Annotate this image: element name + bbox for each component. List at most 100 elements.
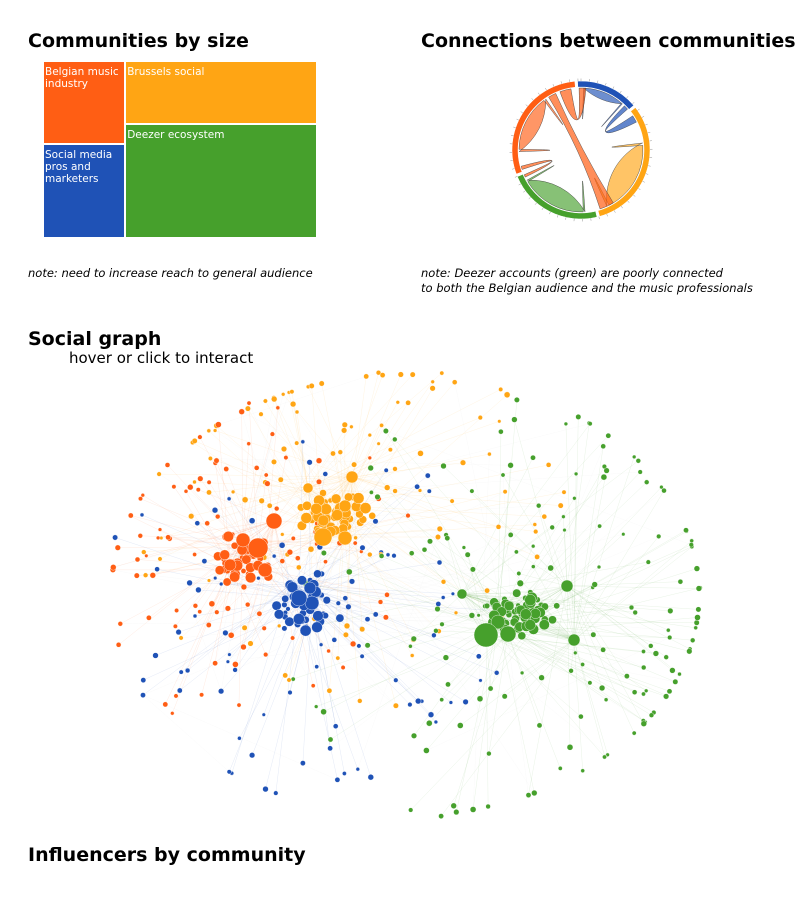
graph-node[interactable] [392, 702, 399, 709]
graph-node[interactable] [421, 546, 428, 553]
graph-node[interactable] [281, 625, 288, 632]
graph-node[interactable] [327, 736, 334, 743]
graph-node[interactable] [194, 520, 201, 526]
graph-node[interactable] [316, 478, 322, 485]
graph-node[interactable] [222, 577, 232, 587]
graph-node[interactable] [384, 592, 390, 598]
graph-node[interactable] [600, 443, 606, 450]
graph-node[interactable] [408, 807, 414, 813]
graph-node[interactable] [157, 556, 163, 562]
graph-node[interactable] [311, 621, 323, 633]
graph-node[interactable] [285, 606, 291, 612]
graph-node[interactable] [382, 428, 389, 434]
graph-node[interactable] [232, 667, 238, 673]
graph-node[interactable] [598, 684, 606, 692]
graph-node[interactable] [295, 555, 301, 561]
graph-node[interactable] [342, 595, 348, 601]
graph-node[interactable] [409, 371, 416, 378]
graph-node[interactable] [429, 385, 436, 392]
graph-node[interactable] [438, 813, 444, 819]
graph-node[interactable] [644, 688, 649, 693]
graph-node[interactable] [172, 623, 178, 629]
graph-node[interactable] [223, 558, 237, 572]
graph-node[interactable] [549, 524, 555, 531]
graph-node[interactable] [442, 654, 450, 661]
graph-node[interactable] [287, 690, 293, 696]
graph-node[interactable] [310, 683, 316, 689]
graph-node[interactable] [632, 609, 638, 616]
graph-node[interactable] [693, 565, 701, 572]
graph-node[interactable] [290, 635, 295, 641]
graph-node[interactable] [299, 624, 312, 637]
graph-node[interactable] [536, 503, 542, 509]
graph-node[interactable] [693, 625, 698, 630]
graph-node[interactable] [520, 608, 532, 620]
graph-node[interactable] [502, 489, 508, 495]
graph-node[interactable] [476, 613, 481, 618]
graph-node[interactable] [211, 507, 219, 514]
graph-node[interactable] [431, 632, 437, 638]
graph-node[interactable] [411, 732, 418, 739]
graph-node[interactable] [534, 554, 540, 560]
graph-node[interactable] [514, 549, 519, 555]
graph-node[interactable] [213, 428, 218, 433]
graph-node[interactable] [666, 688, 673, 695]
graph-node[interactable] [631, 730, 637, 736]
graph-node[interactable] [469, 806, 477, 813]
graph-node[interactable] [269, 431, 275, 437]
graph-node[interactable] [573, 471, 579, 476]
graph-node[interactable] [494, 670, 500, 676]
graph-node[interactable] [352, 540, 358, 546]
graph-node[interactable] [207, 456, 213, 461]
graph-node[interactable] [440, 462, 447, 470]
graph-node[interactable] [337, 530, 353, 546]
graph-node[interactable] [424, 472, 431, 479]
graph-node[interactable] [214, 609, 220, 615]
graph-node[interactable] [208, 600, 216, 608]
graph-node[interactable] [134, 556, 141, 563]
graph-node[interactable] [359, 544, 366, 551]
graph-node[interactable] [187, 484, 194, 491]
treemap-cell-belgian-music[interactable]: Belgian music industry [43, 61, 126, 144]
graph-node[interactable] [265, 512, 283, 530]
graph-node[interactable] [171, 484, 177, 490]
graph-node[interactable] [590, 631, 597, 638]
graph-node[interactable] [197, 609, 202, 614]
graph-node[interactable] [498, 386, 504, 392]
graph-node[interactable] [603, 697, 609, 702]
graph-node[interactable] [507, 462, 514, 469]
graph-node[interactable] [345, 603, 352, 610]
graph-node[interactable] [195, 487, 201, 493]
graph-node[interactable] [173, 693, 179, 699]
graph-node[interactable] [677, 578, 684, 585]
graph-node[interactable] [275, 405, 280, 410]
graph-node[interactable] [223, 466, 229, 472]
graph-node[interactable] [667, 607, 674, 614]
graph-node[interactable] [433, 628, 439, 634]
graph-node[interactable] [427, 711, 435, 718]
graph-node[interactable] [575, 414, 582, 420]
graph-node[interactable] [511, 416, 518, 423]
graph-node[interactable] [290, 400, 297, 408]
graph-node[interactable] [666, 628, 671, 633]
graph-node[interactable] [498, 428, 504, 435]
graph-node[interactable] [192, 552, 197, 557]
graph-node[interactable] [392, 488, 398, 494]
graph-node[interactable] [312, 610, 324, 622]
graph-node[interactable] [385, 552, 391, 558]
graph-node[interactable] [441, 595, 446, 600]
graph-node[interactable] [300, 439, 305, 445]
graph-node[interactable] [154, 566, 160, 572]
graph-node[interactable] [507, 532, 514, 538]
graph-node[interactable] [567, 633, 581, 647]
graph-node[interactable] [495, 524, 502, 530]
graph-node[interactable] [689, 538, 694, 544]
graph-node[interactable] [368, 512, 376, 520]
graph-node[interactable] [516, 579, 524, 587]
graph-node[interactable] [322, 471, 328, 477]
graph-node[interactable] [297, 575, 307, 586]
graph-node[interactable] [302, 482, 314, 494]
graph-node[interactable] [240, 643, 247, 651]
graph-node[interactable] [460, 459, 467, 466]
graph-node[interactable] [397, 371, 404, 378]
